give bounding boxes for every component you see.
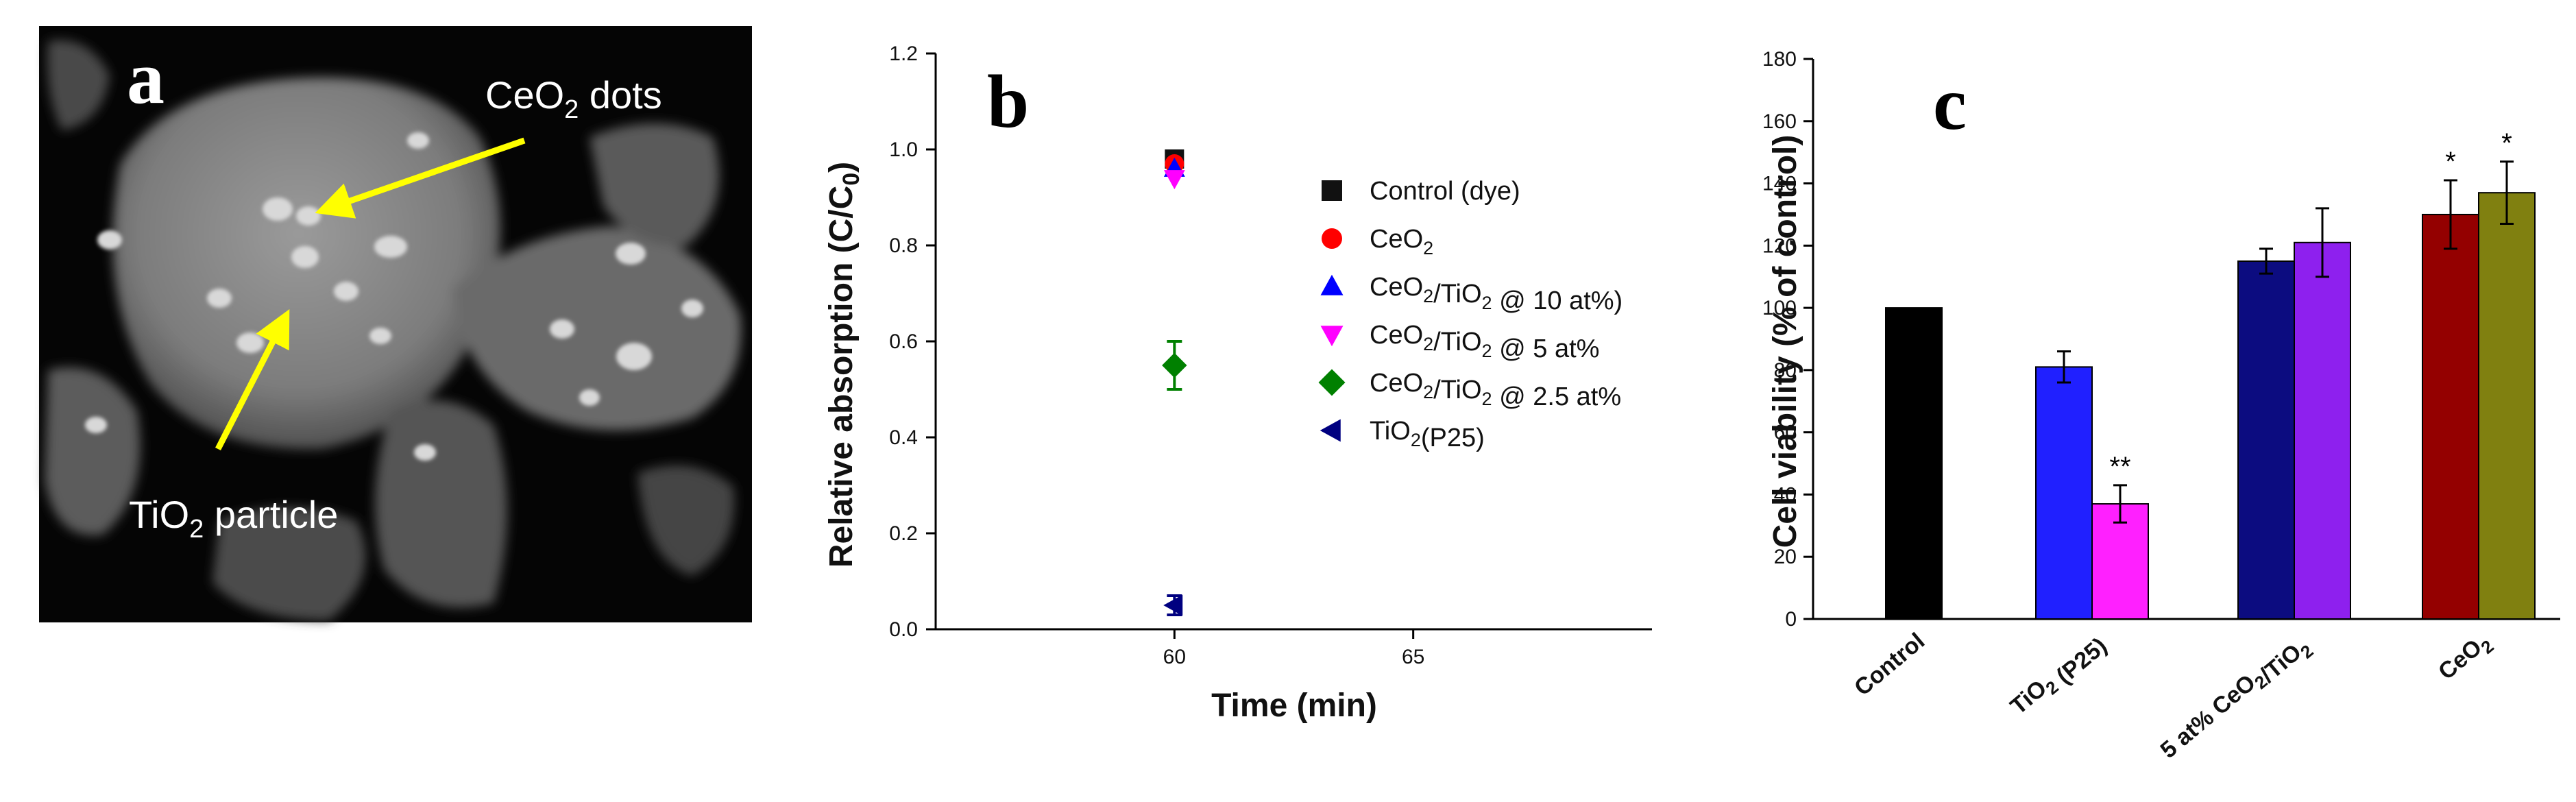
viability-chart-bars: **** xyxy=(1885,128,2536,620)
c-significance-mark: * xyxy=(2445,147,2456,177)
c-y-tick-label: 100 xyxy=(1762,297,1797,319)
c-y-tick-label: 180 xyxy=(1762,48,1797,71)
c-bar xyxy=(1885,307,1943,620)
c-bar xyxy=(2035,366,2093,620)
c-category-label: 5 at% CeO2/TiO2 xyxy=(2156,628,2318,772)
micrograph-panel: a CeO2 dots TiO2 particle xyxy=(39,26,752,622)
c-significance-mark: ** xyxy=(2109,452,2130,482)
c-y-tick-label: 160 xyxy=(1762,110,1797,133)
b-data-point xyxy=(1163,170,1185,190)
c-category-label: Control xyxy=(1849,628,1930,701)
panel-a-letter: a xyxy=(127,36,165,119)
c-category-label: TiO2 (P25) xyxy=(2006,628,2112,725)
b-legend-marker xyxy=(1320,326,1344,347)
b-x-tick-label: 60 xyxy=(1163,646,1186,668)
c-bar xyxy=(2091,503,2149,620)
b-legend-label: CeO2/TiO2 @ 2.5 at% xyxy=(1370,369,1621,411)
c-bar xyxy=(2422,213,2479,620)
absorption-chart-axes: 0.0 0.2 0.4 0.6 0.8 1.0 1.2 60 65 xyxy=(889,42,1652,668)
b-legend-marker xyxy=(1320,274,1344,295)
c-y-tick-label: 140 xyxy=(1762,173,1797,195)
c-y-tick-label: 120 xyxy=(1762,234,1797,257)
c-category-label: CeO2 xyxy=(2433,628,2498,689)
b-y-tick-label: 0.8 xyxy=(889,234,918,257)
b-x-axis-title: Time (min) xyxy=(1211,688,1377,724)
b-legend-marker xyxy=(1320,419,1341,442)
b-y-tick-label: 0.6 xyxy=(889,330,918,353)
b-legend-label: Control (dye) xyxy=(1370,177,1520,206)
b-legend-marker xyxy=(1318,369,1346,396)
panel-c-letter: c xyxy=(1933,62,1967,145)
b-y-axis-title: Relative absorption (C/C0) xyxy=(823,162,864,568)
viability-chart-category-labels: Control TiO2 (P25) 5 at% CeO2/TiO2 CeO2 xyxy=(1849,628,2498,772)
b-legend-label: TiO2(P25) xyxy=(1370,417,1485,452)
ceo2-dots-arrow xyxy=(315,137,526,219)
ceo2-dots-label: CeO2 dots xyxy=(485,73,662,124)
b-legend-marker xyxy=(1322,180,1342,201)
b-y-tick-label: 1.0 xyxy=(889,138,918,161)
c-bar xyxy=(2237,260,2295,620)
c-bar xyxy=(2478,192,2536,620)
b-legend-label: CeO2 xyxy=(1370,225,1433,258)
c-y-tick-label: 40 xyxy=(1774,483,1797,506)
b-y-tick-label: 0.2 xyxy=(889,522,918,545)
c-y-tick-label: 60 xyxy=(1774,422,1797,444)
tio2-particle-arrow xyxy=(215,308,290,451)
b-data-point xyxy=(1162,352,1187,378)
b-x-tick-label: 65 xyxy=(1402,646,1424,668)
ceo2-dots xyxy=(85,132,703,461)
c-y-axis-title: Cell viability (% of control) xyxy=(1767,135,1803,548)
absorption-chart-marks xyxy=(1162,149,1187,616)
c-bar xyxy=(2294,241,2351,620)
b-y-tick-label: 0.0 xyxy=(889,618,918,641)
tio2-particle-label: TiO2 particle xyxy=(129,493,338,544)
b-legend-marker xyxy=(1322,228,1342,249)
c-y-tick-label: 20 xyxy=(1774,546,1797,568)
c-y-tick-label: 80 xyxy=(1774,359,1797,382)
b-legend-label: CeO2/TiO2 @ 10 at%) xyxy=(1370,273,1623,315)
absorption-chart: b 0.0 0.2 0.4 0.6 0.8 1.0 1.2 60 65 Control (dye… xyxy=(823,42,1652,724)
c-significance-mark: * xyxy=(2501,128,2512,158)
b-legend-label: CeO2/TiO2 @ 5 at% xyxy=(1370,321,1599,363)
panel-b-letter: b xyxy=(987,60,1029,143)
b-data-point xyxy=(1163,594,1183,616)
b-y-tick-label: 0.4 xyxy=(889,426,918,449)
b-y-tick-label: 1.2 xyxy=(889,42,918,65)
absorption-chart-legend: Control (dye) CeO2 CeO2/TiO2 @ 10 at%) CeO2… xyxy=(1318,177,1623,452)
c-y-tick-label: 0 xyxy=(1785,608,1797,631)
